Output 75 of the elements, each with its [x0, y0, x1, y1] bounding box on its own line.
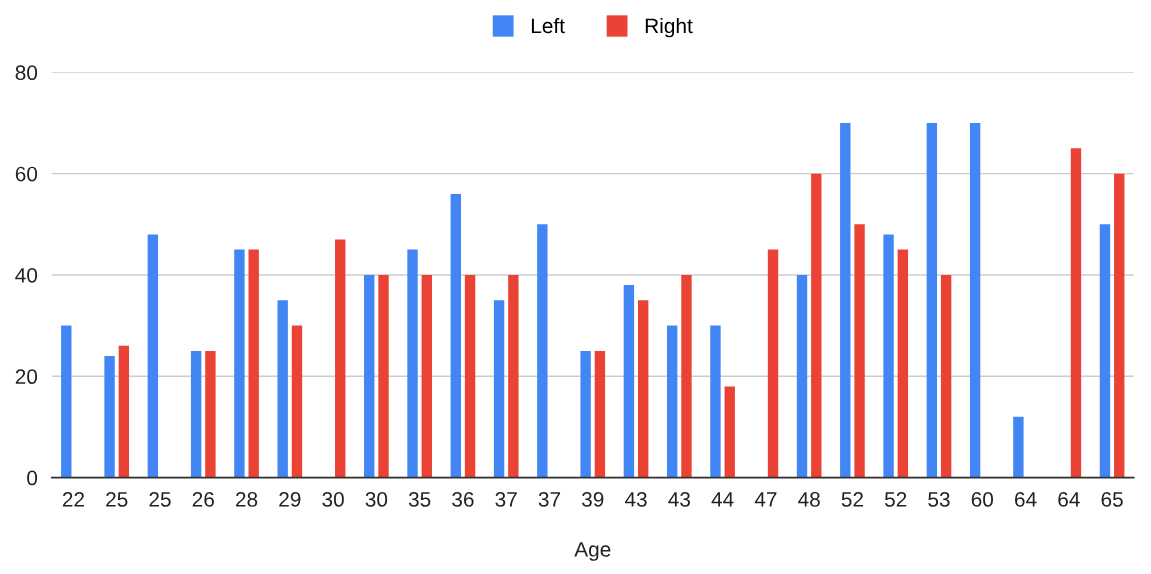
- x-tick-label: 37: [495, 492, 517, 507]
- x-tick-label: 25: [106, 492, 128, 507]
- bar: [969, 122, 981, 478]
- x-tick-label: 37: [538, 492, 561, 507]
- bar: [1099, 224, 1111, 478]
- bar: [796, 274, 808, 478]
- x-tick-label: 53: [928, 492, 950, 507]
- x-tick-label: 65: [1101, 492, 1123, 507]
- legend-label: Right: [645, 17, 693, 38]
- bar: [926, 122, 938, 478]
- bar: [897, 249, 909, 478]
- bar: [291, 325, 303, 478]
- x-tick-label: 30: [322, 492, 344, 507]
- bar: [1114, 173, 1125, 478]
- y-tick-label: 60: [15, 166, 38, 182]
- x-axis-title: Age: [574, 542, 611, 561]
- x-tick-label: 64: [1058, 492, 1080, 507]
- bar: [580, 350, 591, 478]
- bar: [277, 300, 288, 478]
- x-tick-label: 47: [754, 492, 777, 507]
- bar: [666, 325, 678, 478]
- bar: [710, 325, 721, 478]
- x-tick-label: 28: [236, 492, 258, 507]
- x-tick-label: 48: [798, 492, 820, 507]
- y-tick-label: 0: [27, 470, 38, 486]
- bar: [854, 224, 865, 478]
- bar: [234, 249, 245, 478]
- x-tick-label: 52: [884, 492, 907, 507]
- bar: [537, 224, 548, 478]
- x-tick-label: 22: [62, 492, 84, 507]
- x-tick-label: 25: [149, 492, 171, 507]
- x-tick-label: 52: [841, 492, 863, 507]
- x-tick-label: 29: [279, 492, 301, 507]
- bar: [883, 234, 894, 478]
- x-tick-label: 26: [192, 492, 214, 507]
- x-tick-label: 36: [452, 492, 474, 507]
- y-tick-label: 80: [15, 65, 38, 81]
- bar: [450, 193, 461, 478]
- x-tick-label: 30: [365, 492, 388, 507]
- x-tick-label: 39: [581, 492, 604, 507]
- bar: [1013, 416, 1024, 478]
- x-tick-label: 60: [971, 492, 994, 507]
- bar: [637, 300, 649, 478]
- y-tick-label: 40: [15, 267, 38, 283]
- bar: [840, 122, 851, 478]
- bar: [594, 350, 606, 478]
- bar: [205, 350, 216, 478]
- bar: [421, 274, 432, 478]
- bar: [623, 285, 635, 478]
- x-tick-label: 43: [624, 492, 647, 507]
- x-tick-label: 64: [1015, 492, 1037, 507]
- y-tick-label: 20: [15, 369, 38, 385]
- bar: [724, 386, 735, 478]
- bar: [190, 350, 202, 478]
- bar: [61, 325, 72, 478]
- x-tick-label: 44: [711, 492, 734, 507]
- legend-label: Left: [531, 17, 565, 34]
- bar: [118, 345, 130, 478]
- bar: [407, 249, 418, 478]
- bar: [248, 249, 259, 478]
- bar: [464, 274, 476, 478]
- bar: [493, 300, 505, 478]
- bar: [681, 274, 692, 478]
- bar: [147, 234, 159, 478]
- bar: [811, 173, 822, 478]
- bar: [335, 239, 346, 478]
- bar: [104, 355, 115, 478]
- bar: [378, 274, 389, 478]
- x-tick-label: 35: [408, 492, 431, 507]
- bar: [1070, 148, 1082, 478]
- x-tick-label: 43: [668, 492, 690, 507]
- bar: [767, 249, 779, 478]
- bar: [364, 274, 375, 478]
- bar: [940, 274, 952, 478]
- bar: [508, 274, 519, 478]
